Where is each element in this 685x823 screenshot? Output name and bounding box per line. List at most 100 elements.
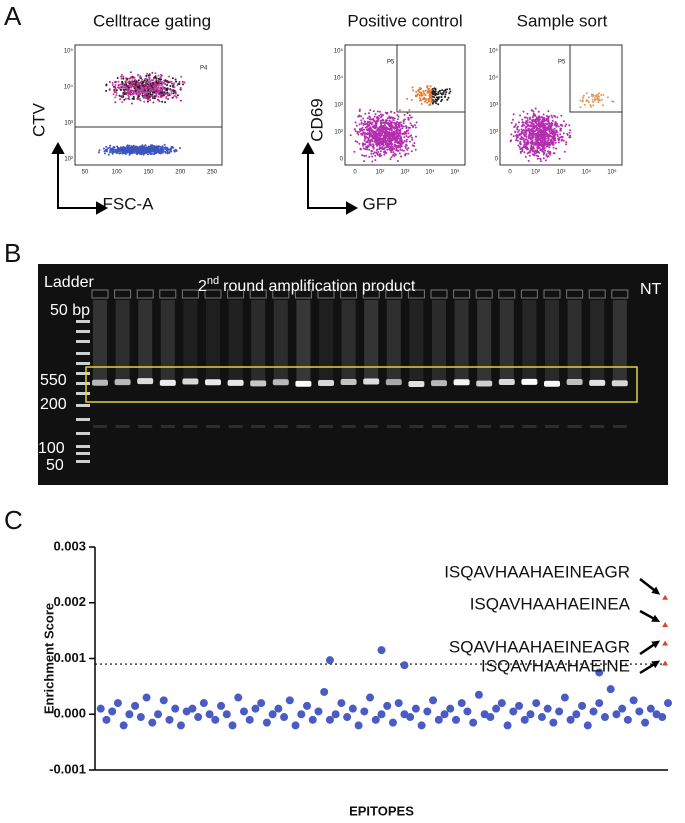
point — [228, 721, 237, 730]
cell-dot — [538, 143, 541, 146]
cell-dot — [365, 146, 368, 148]
cell-dot — [114, 101, 117, 104]
cell-dot — [169, 85, 172, 87]
cell-dot — [414, 148, 417, 151]
cell-dot — [531, 109, 534, 112]
cell-dot — [125, 87, 128, 90]
cell-dot — [119, 89, 122, 91]
cell-dot — [404, 153, 407, 156]
cell-dot — [379, 110, 381, 113]
gate — [396, 45, 465, 113]
cell-dot — [446, 88, 449, 91]
cell-dot — [132, 81, 135, 84]
point — [188, 704, 197, 713]
ladder-band — [76, 340, 90, 343]
cell-dot — [153, 91, 156, 94]
band — [408, 380, 425, 387]
cell-dot — [128, 80, 131, 83]
cell-dot — [119, 152, 122, 155]
cell-dot — [124, 97, 127, 100]
cell-dot — [368, 155, 371, 158]
cell-dot — [136, 74, 139, 77]
cell-dot — [552, 141, 555, 144]
lane-smear — [477, 300, 492, 380]
cell-dot — [124, 80, 127, 83]
cell-dot — [528, 154, 531, 157]
cell-dot — [364, 123, 367, 126]
gate-label: P5 — [387, 60, 395, 66]
cell-dot — [155, 145, 157, 148]
cell-dot — [391, 147, 394, 150]
well — [204, 289, 222, 299]
cell-dot — [542, 157, 545, 160]
cell-dot — [547, 152, 550, 154]
cell-dot — [551, 122, 554, 125]
point — [578, 701, 587, 710]
cell-dot — [588, 96, 590, 99]
cell-dot — [541, 125, 544, 128]
y-tick-label: 10⁵ — [489, 48, 499, 55]
cell-dot — [373, 135, 376, 138]
ladder-band — [76, 362, 90, 365]
cell-dot — [160, 95, 163, 98]
cell-dot — [168, 152, 171, 154]
cell-dot — [547, 139, 550, 142]
cell-dot — [138, 97, 141, 100]
cell-dot — [173, 91, 176, 94]
cell-dot — [409, 116, 412, 119]
cell-dot — [161, 91, 164, 94]
cell-dot — [155, 93, 158, 96]
cell-dot — [371, 140, 374, 143]
cell-dot — [551, 142, 553, 145]
cell-dot — [131, 89, 134, 92]
cell-dot — [363, 139, 366, 142]
cell-dot — [122, 152, 125, 155]
cell-dot — [151, 86, 154, 89]
cell-dot — [562, 139, 565, 142]
faint-band — [409, 425, 424, 428]
cell-dot — [145, 91, 148, 94]
cell-dot — [526, 152, 529, 155]
cell-dot — [156, 82, 159, 85]
point — [360, 707, 369, 716]
faint-band — [590, 425, 605, 428]
cell-dot — [138, 82, 141, 85]
point — [635, 707, 644, 716]
x-tick-label: 10⁵ — [607, 169, 617, 176]
band — [363, 378, 380, 385]
cell-dot — [526, 117, 529, 120]
cell-dot — [391, 136, 394, 139]
cell-dot — [128, 150, 131, 152]
cell-dot — [514, 124, 517, 127]
cell-dot — [525, 120, 528, 123]
cell-dot — [383, 151, 385, 153]
cell-dot — [370, 152, 373, 155]
cell-dot — [355, 124, 358, 127]
cell-dot — [543, 130, 546, 133]
gel-label: Ladder — [44, 274, 94, 291]
y-tick-label: 10⁴ — [64, 84, 74, 91]
cell-dot — [412, 125, 414, 128]
ladder-band — [76, 432, 90, 435]
cell-dot — [593, 96, 596, 99]
cell-dot — [527, 127, 530, 130]
cell-dot — [548, 130, 551, 133]
cell-dot — [124, 152, 127, 155]
point — [314, 707, 323, 716]
cell-dot — [512, 118, 514, 121]
plot-title: Positive control — [347, 11, 462, 30]
cell-dot — [418, 91, 421, 94]
cell-dot — [396, 160, 399, 162]
well — [611, 289, 629, 299]
cell-dot — [160, 89, 163, 91]
point — [377, 710, 386, 719]
cell-dot — [561, 124, 563, 127]
cell-dot — [419, 88, 422, 91]
cell-dot — [396, 149, 399, 152]
marker-label: 550 — [40, 372, 67, 389]
point — [543, 704, 552, 713]
cell-dot — [559, 133, 562, 136]
cell-dot — [429, 92, 432, 95]
cell-dot — [443, 90, 445, 92]
point — [549, 718, 558, 727]
